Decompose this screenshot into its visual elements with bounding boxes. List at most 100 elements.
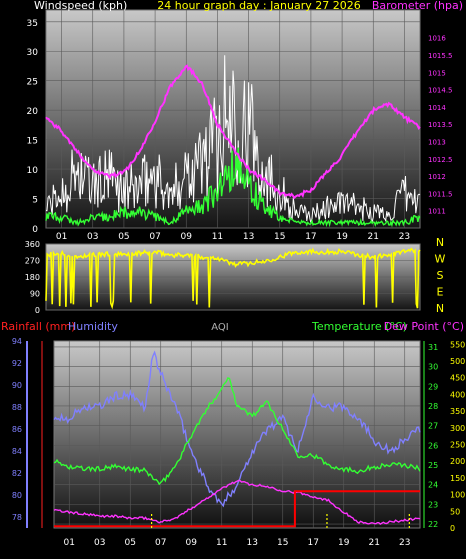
temperature-tick-label: 24: [428, 481, 438, 490]
wind-average-line: [45, 147, 421, 228]
barometer-tick-label: 1014: [428, 104, 446, 112]
wind-direction-line: [45, 247, 421, 310]
windspeed-tick-label: 5: [32, 196, 38, 206]
barometer-ticks: 1011 1011.5 1012 1012.5 1013 1013.5 1014 1014.5…: [428, 35, 453, 216]
compass-label: E: [437, 286, 444, 299]
aqi-tick-label: 250: [450, 441, 465, 450]
climate-x-tick-label: 19: [338, 538, 350, 548]
compass-label: W: [435, 253, 446, 266]
aqi-tick-label: 100: [450, 491, 465, 500]
direction-degree-ticks: 0 90 180 270 360: [25, 240, 40, 315]
barometer-tick-label: 1014.5: [428, 87, 453, 95]
humidity-line: [53, 350, 421, 508]
barometer-axis-label: Barometer (hpa): [372, 0, 463, 12]
climate-x-tick-label: 21: [369, 538, 380, 548]
barometer-tick-label: 1015: [428, 69, 446, 77]
climate-x-tick-label: 23: [399, 538, 410, 548]
climate-series: [53, 350, 421, 528]
barometer-tick-label: 1011.5: [428, 190, 453, 198]
temperature-tick-label: 28: [428, 402, 438, 411]
humidity-tick-label: 92: [12, 359, 22, 368]
humidity-tick-label: 80: [12, 491, 22, 500]
temperature-tick-label: 30: [428, 363, 438, 372]
direction-gridlines: [46, 243, 420, 311]
humidity-tick-label: 78: [12, 513, 22, 522]
aqi-tick-label: 500: [450, 357, 465, 366]
barometer-tick-label: 1012.5: [428, 156, 453, 164]
climate-x-tick-label: 03: [94, 538, 105, 548]
wind-x-tick-label: 13: [243, 232, 254, 242]
wind-x-tick-label: 07: [149, 232, 160, 242]
windspeed-axis-label: Windspeed (kph): [34, 0, 127, 12]
humidity-tick-label: 86: [12, 425, 22, 434]
barometer-tick-label: 1013.5: [428, 121, 453, 129]
temperature-tick-label: 29: [428, 382, 438, 391]
humidity-tick-label: 90: [12, 381, 22, 390]
wind-plot-area: [45, 9, 421, 229]
rainfall-axis-label: Rainfall (mm): [1, 320, 75, 333]
aqi-tick-label: 50: [450, 507, 460, 516]
compass-label: S: [437, 269, 444, 282]
climate-x-tick-label: 01: [64, 538, 75, 548]
rainfall-line: [54, 490, 420, 528]
direction-degree-label: 90: [30, 290, 40, 299]
temperature-tick-label: 27: [428, 422, 438, 431]
windspeed-tick-label: 25: [27, 78, 38, 88]
humidity-ticks: 78 80 82 84 86 88 90 92 94: [12, 337, 22, 522]
humidity-tick-label: 82: [12, 469, 22, 478]
compass-label: N: [436, 236, 444, 249]
climate-x-tick-label: 13: [247, 538, 258, 548]
compass-label: N: [436, 302, 444, 315]
climate-x-tick-label: 17: [308, 538, 319, 548]
wind-x-tick-label: 05: [118, 232, 129, 242]
wind-x-tick-label: 03: [87, 232, 98, 242]
aqi-tick-label: 0: [450, 524, 455, 533]
humidity-tick-label: 94: [12, 337, 22, 346]
windspeed-ticks: 0 5 10 15 20 25 30 35: [27, 19, 39, 235]
temperature-axis-label: Temperature (°C): [311, 320, 407, 333]
direction-degree-label: 270: [25, 257, 40, 266]
dew-point-axis-label: Dew Point (°C): [384, 320, 464, 333]
humidity-tick-label: 88: [12, 403, 22, 412]
windspeed-tick-label: 15: [27, 137, 38, 147]
aqi-label: AQI: [211, 322, 229, 333]
wind-x-tick-label: 11: [212, 232, 223, 242]
wind-x-tick-label: 15: [274, 232, 285, 242]
climate-x-tick-label: 11: [216, 538, 227, 548]
barometer-tick-label: 1012: [428, 173, 446, 181]
windspeed-tick-label: 35: [27, 19, 38, 29]
aqi-tick-label: 400: [450, 390, 465, 399]
direction-degree-label: 0: [35, 306, 40, 315]
temperature-tick-label: 31: [428, 343, 438, 352]
aqi-tick-label: 150: [450, 474, 465, 483]
climate-x-tick-label: 09: [186, 538, 198, 548]
wind-x-tick-label: 21: [368, 232, 379, 242]
aqi-ticks: 0 50 100 150 200 250 300 350 400 450 500 550: [450, 340, 465, 533]
direction-degree-label: 360: [25, 240, 40, 249]
wind-gust-line: [45, 55, 421, 225]
aqi-tick-label: 300: [450, 424, 465, 433]
temperature-tick-label: 23: [428, 500, 438, 509]
direction-degree-label: 180: [25, 273, 40, 282]
windspeed-tick-label: 10: [27, 166, 39, 176]
climate-x-tick-label: 05: [125, 538, 136, 548]
aqi-tick-label: 550: [450, 340, 465, 349]
barometer-tick-label: 1011: [428, 208, 446, 216]
humidity-tick-label: 84: [12, 447, 22, 456]
barometer-tick-label: 1015.5: [428, 52, 453, 60]
temperature-line: [53, 377, 421, 486]
wind-x-tick-label: 01: [56, 232, 67, 242]
wind-series: [45, 55, 421, 228]
wind-x-tick-label: 17: [305, 232, 316, 242]
aqi-tick-label: 200: [450, 457, 465, 466]
temperature-ticks: 22 23 24 25 26 27 28 29 30 31: [428, 343, 438, 529]
windspeed-tick-label: 20: [27, 107, 39, 117]
climate-x-ticks: 01 03 05 07 09 11 13 15 17 19 21 23: [64, 538, 411, 548]
climate-x-tick-label: 07: [155, 538, 166, 548]
climate-plot-area: [53, 340, 421, 529]
windspeed-tick-label: 0: [32, 225, 38, 235]
wind-x-tick-label: 09: [181, 232, 193, 242]
temperature-tick-label: 25: [428, 461, 438, 470]
